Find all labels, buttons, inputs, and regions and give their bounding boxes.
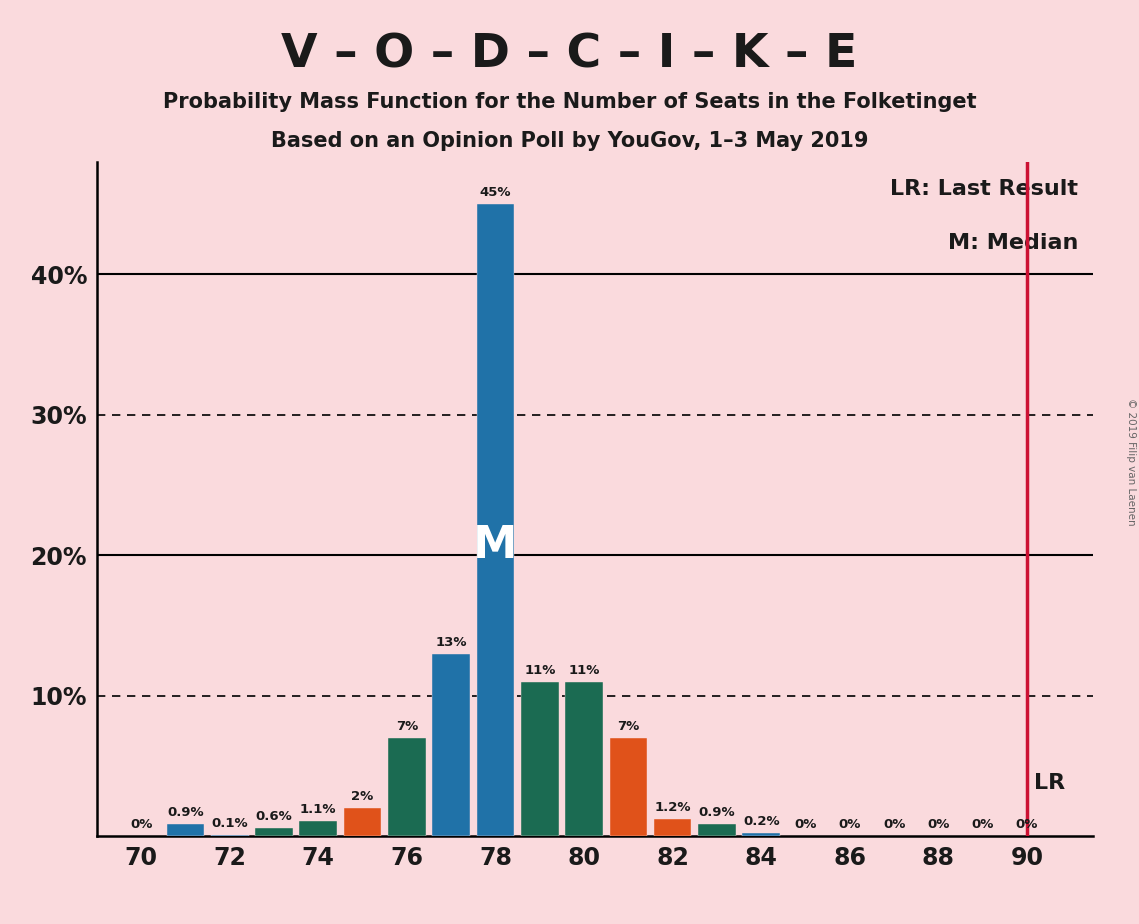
Text: 11%: 11% xyxy=(568,663,600,676)
Text: LR: Last Result: LR: Last Result xyxy=(891,178,1079,199)
Text: Probability Mass Function for the Number of Seats in the Folketinget: Probability Mass Function for the Number… xyxy=(163,92,976,113)
Text: 7%: 7% xyxy=(617,720,639,733)
Text: 0%: 0% xyxy=(927,819,950,832)
Text: 0.2%: 0.2% xyxy=(743,816,779,829)
Bar xyxy=(654,820,691,836)
Bar xyxy=(521,682,558,836)
Bar xyxy=(565,682,603,836)
Text: 2%: 2% xyxy=(352,790,374,803)
Bar xyxy=(300,821,337,836)
Bar xyxy=(388,738,426,836)
Text: 1.2%: 1.2% xyxy=(655,801,691,814)
Bar xyxy=(743,833,780,836)
Text: 0%: 0% xyxy=(838,819,861,832)
Text: 0%: 0% xyxy=(1016,819,1038,832)
Text: 11%: 11% xyxy=(524,663,556,676)
Text: M: Median: M: Median xyxy=(948,233,1079,252)
Text: 7%: 7% xyxy=(395,720,418,733)
Text: 13%: 13% xyxy=(435,636,467,649)
Bar xyxy=(433,653,470,836)
Text: 0%: 0% xyxy=(130,819,153,832)
Bar xyxy=(609,738,647,836)
Bar xyxy=(255,828,293,836)
Text: LR: LR xyxy=(1034,772,1065,793)
Text: 1.1%: 1.1% xyxy=(300,803,336,816)
Bar xyxy=(211,834,248,836)
Text: 0%: 0% xyxy=(883,819,906,832)
Text: 0.6%: 0.6% xyxy=(255,809,293,823)
Text: 45%: 45% xyxy=(480,186,511,199)
Text: V – O – D – C – I – K – E: V – O – D – C – I – K – E xyxy=(281,32,858,78)
Text: 0.9%: 0.9% xyxy=(167,806,204,819)
Text: M: M xyxy=(474,524,517,566)
Bar xyxy=(698,823,736,836)
Text: 0%: 0% xyxy=(794,819,817,832)
Bar xyxy=(166,823,204,836)
Bar xyxy=(476,204,515,836)
Text: 0.9%: 0.9% xyxy=(698,806,736,819)
Text: 0%: 0% xyxy=(972,819,994,832)
Text: 0.1%: 0.1% xyxy=(212,817,248,830)
Text: © 2019 Filip van Laenen: © 2019 Filip van Laenen xyxy=(1126,398,1136,526)
Bar xyxy=(344,808,382,836)
Text: Based on an Opinion Poll by YouGov, 1–3 May 2019: Based on an Opinion Poll by YouGov, 1–3 … xyxy=(271,131,868,152)
